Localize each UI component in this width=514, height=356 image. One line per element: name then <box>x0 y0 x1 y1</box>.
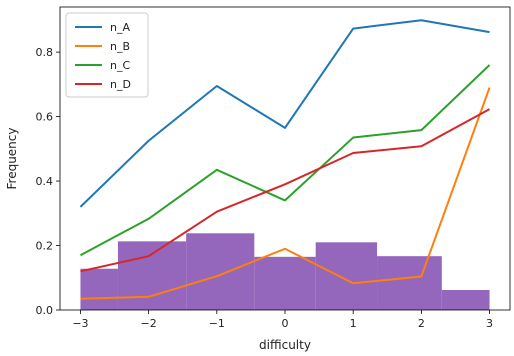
x-axis: −3 −2 −1 0 1 2 3 <box>72 310 493 330</box>
histogram-bar-2 <box>186 233 255 310</box>
histogram-bar-4 <box>315 242 378 310</box>
legend-label-n_B: n_B <box>110 40 130 53</box>
y-tick-label: 0.2 <box>36 240 54 253</box>
y-tick-label: 0.4 <box>36 175 54 188</box>
histogram-bars <box>80 233 490 310</box>
y-tick-label: 0.8 <box>36 46 54 59</box>
x-axis-label: difficulty <box>259 338 311 352</box>
y-tick-label: 0.0 <box>36 304 54 317</box>
x-tick-label: 0 <box>282 317 289 330</box>
series-line-n_A <box>79 19 490 208</box>
x-tick-label: −2 <box>141 317 157 330</box>
y-axis: 0.0 0.2 0.4 0.6 0.8 <box>36 46 60 317</box>
legend-label-n_A: n_A <box>110 21 130 34</box>
histogram-bar-5 <box>377 256 442 310</box>
x-tick-label: −1 <box>209 317 225 330</box>
x-tick-label: 3 <box>486 317 493 330</box>
series-lines <box>79 19 491 300</box>
x-tick-label: 2 <box>418 317 425 330</box>
series-line-n_B <box>80 87 491 300</box>
histogram-bar-1 <box>117 241 187 310</box>
legend-label-n_C: n_C <box>110 59 130 72</box>
x-tick-label: −3 <box>72 317 88 330</box>
y-tick-label: 0.6 <box>36 111 54 124</box>
x-tick-label: 1 <box>350 317 357 330</box>
legend-box <box>65 12 149 98</box>
legend-label-n_D: n_D <box>110 78 131 91</box>
legend: n_A n_B n_C n_D <box>65 12 149 98</box>
series-line-n_D <box>80 108 491 273</box>
series-line-n_C <box>79 64 491 257</box>
histogram-bar-3 <box>254 256 316 310</box>
histogram-bar-6 <box>441 290 490 310</box>
y-axis-label: Frequency <box>5 128 19 190</box>
histogram-bar-0 <box>80 268 118 310</box>
